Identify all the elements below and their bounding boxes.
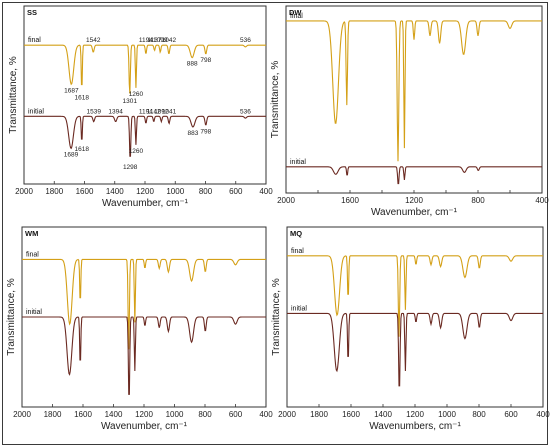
x-tick-label: 1600 bbox=[342, 410, 360, 419]
peak-annotation: 1260 bbox=[129, 91, 144, 98]
x-tick-label: 800 bbox=[199, 187, 213, 196]
x-tick-label: 2000 bbox=[15, 187, 33, 196]
peak-annotation: 1618 bbox=[75, 94, 90, 101]
series-line-initial bbox=[286, 166, 542, 185]
y-axis-title: Transmittance, % bbox=[270, 61, 281, 139]
series-label-final: final bbox=[28, 37, 41, 44]
series-line-final bbox=[24, 44, 266, 94]
x-tick-label: 400 bbox=[259, 187, 273, 196]
peak-annotation: 1042 bbox=[162, 37, 177, 44]
series-line-initial bbox=[287, 312, 543, 387]
peak-annotation: 1260 bbox=[129, 148, 144, 155]
x-tick-label: 2000 bbox=[278, 410, 296, 419]
y-axis-title: Transmittance, % bbox=[8, 56, 19, 134]
panel-mq: 2000 1800 1600 1400 1200 1000 800 600 400 Wavenum… bbox=[271, 226, 550, 432]
x-tick-label: 1800 bbox=[44, 410, 62, 419]
series-label-final: final bbox=[290, 13, 303, 20]
plot-area bbox=[23, 5, 267, 185]
peak-annotation: 798 bbox=[200, 57, 211, 64]
series-label-initial: initial bbox=[26, 309, 42, 316]
x-tick-label: 600 bbox=[229, 187, 243, 196]
x-tick-label: 800 bbox=[198, 410, 212, 419]
peak-annotation: 1689 bbox=[64, 151, 79, 158]
series-label-final: final bbox=[26, 251, 39, 258]
panel-label: WM bbox=[25, 229, 38, 238]
x-tick-label: 1400 bbox=[106, 187, 124, 196]
x-tick-label: 2000 bbox=[277, 196, 295, 205]
peak-annotation: 1092 bbox=[154, 108, 169, 115]
x-tick-label: 1800 bbox=[310, 410, 328, 419]
series-label-initial: initial bbox=[28, 108, 44, 115]
series-label-initial: initial bbox=[291, 305, 307, 312]
x-tick-label: 1400 bbox=[105, 410, 123, 419]
x-tick-label: 600 bbox=[229, 410, 243, 419]
series-line-final bbox=[22, 258, 266, 350]
panel-wm: 2000 1800 1600 1400 1200 1000 800 600 400 Wavenum… bbox=[6, 226, 273, 432]
x-axis-title: Wavenumber, cm⁻¹ bbox=[102, 198, 189, 209]
peak-annotation: 1041 bbox=[162, 108, 177, 115]
peak-annotation: 1194 bbox=[139, 37, 153, 44]
x-axis-title: Wavenumber, cm⁻¹ bbox=[371, 207, 458, 218]
peak-annotation: 536 bbox=[240, 37, 251, 44]
x-tick-label: 1600 bbox=[74, 410, 92, 419]
x-tick-label: 1800 bbox=[45, 187, 63, 196]
panel-dw: 2000 1600 1200 800 400 Wavenumber, cm⁻¹ Transm… bbox=[270, 5, 549, 218]
x-axis-title: Wavenumber, cm⁻¹ bbox=[101, 421, 188, 432]
series-line-final bbox=[287, 255, 543, 337]
peak-annotation: 1542 bbox=[86, 37, 101, 44]
x-tick-label: 1200 bbox=[406, 410, 424, 419]
x-tick-label: 1200 bbox=[135, 410, 153, 419]
x-tick-label: 600 bbox=[504, 410, 518, 419]
series-label-initial: initial bbox=[290, 159, 306, 166]
peak-annotation: 1539 bbox=[86, 108, 101, 115]
peak-annotation: 1142 bbox=[147, 108, 161, 115]
panel-label: DW bbox=[289, 8, 302, 17]
peak-annotation: 1137 bbox=[148, 37, 162, 44]
y-axis-title: Transmittance, % bbox=[271, 278, 282, 356]
series-line-initial bbox=[22, 316, 266, 395]
panel-label: MQ bbox=[290, 229, 302, 238]
peak-annotation: 1687 bbox=[64, 87, 79, 94]
peak-annotation: 1194 bbox=[139, 108, 153, 115]
peak-annotation: 883 bbox=[188, 130, 199, 137]
peak-annotation: 1298 bbox=[123, 164, 138, 171]
peak-annotation: 798 bbox=[200, 128, 211, 135]
panel-ss: 2000 1800 1600 1400 1200 1000 800 600 400 Wavenum… bbox=[8, 5, 273, 209]
series-label-final: final bbox=[291, 248, 304, 255]
x-tick-label: 1600 bbox=[76, 187, 94, 196]
peak-annotation: 1099 bbox=[153, 37, 168, 44]
x-tick-label: 400 bbox=[259, 410, 273, 419]
x-tick-label: 1000 bbox=[166, 410, 184, 419]
peak-annotation: 536 bbox=[240, 108, 251, 115]
x-tick-label: 400 bbox=[535, 196, 549, 205]
x-tick-label: 400 bbox=[536, 410, 550, 419]
x-tick-label: 800 bbox=[471, 196, 485, 205]
x-tick-label: 1400 bbox=[374, 410, 392, 419]
series-line-final bbox=[286, 20, 542, 162]
panel-label: SS bbox=[27, 8, 37, 17]
peak-annotation: 1618 bbox=[75, 146, 90, 153]
x-tick-label: 1200 bbox=[136, 187, 154, 196]
peak-annotation: 888 bbox=[187, 61, 198, 68]
peak-annotation: 1394 bbox=[108, 108, 123, 115]
x-tick-label: 2000 bbox=[13, 410, 31, 419]
y-axis-title: Transmittance, % bbox=[6, 278, 17, 356]
x-axis-title: Wavenumbers, cm⁻¹ bbox=[369, 421, 461, 432]
peak-annotation: 1301 bbox=[122, 98, 137, 105]
x-tick-label: 1600 bbox=[341, 196, 359, 205]
x-tick-label: 1200 bbox=[405, 196, 423, 205]
series-line-initial bbox=[24, 115, 266, 157]
x-tick-label: 1000 bbox=[166, 187, 184, 196]
x-tick-label: 1000 bbox=[438, 410, 456, 419]
x-tick-label: 800 bbox=[472, 410, 486, 419]
